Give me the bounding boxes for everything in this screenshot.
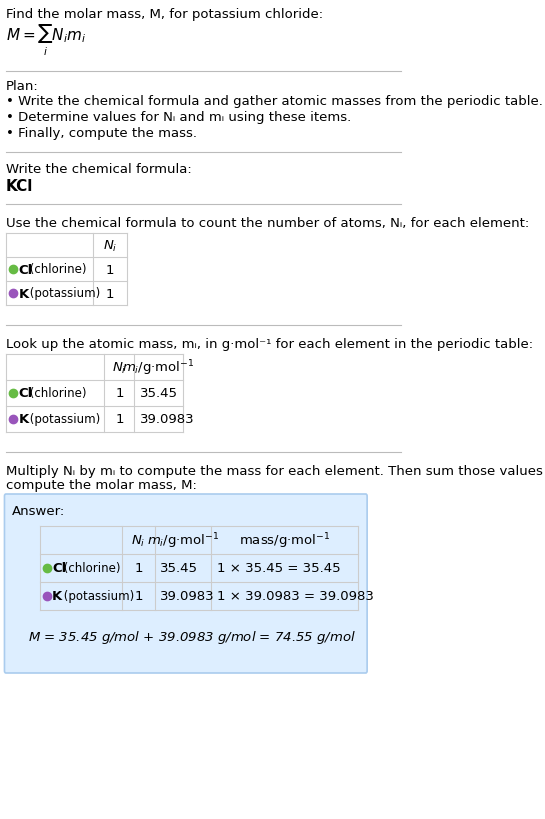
Text: $M$ = 35.45 g/mol + 39.0983 g/mol = 74.55 g/mol: $M$ = 35.45 g/mol + 39.0983 g/mol = 74.5… (28, 628, 356, 645)
Text: Cl: Cl (19, 387, 33, 400)
Text: K: K (19, 287, 29, 300)
Text: Find the molar mass, M, for potassium chloride:: Find the molar mass, M, for potassium ch… (6, 8, 323, 21)
Text: Cl: Cl (52, 562, 66, 575)
Text: Look up the atomic mass, mᵢ, in g·mol⁻¹ for each element in the periodic table:: Look up the atomic mass, mᵢ, in g·mol⁻¹ … (6, 337, 533, 351)
Text: (potassium): (potassium) (26, 413, 100, 426)
Text: 35.45: 35.45 (160, 562, 198, 575)
Text: Answer:: Answer: (12, 505, 65, 518)
Text: • Write the chemical formula and gather atomic masses from the periodic table.: • Write the chemical formula and gather … (6, 95, 543, 108)
Text: $M = \sum_i N_i m_i$: $M = \sum_i N_i m_i$ (6, 24, 86, 58)
Text: K: K (52, 590, 63, 603)
Text: 1: 1 (115, 387, 124, 400)
Text: Multiply Nᵢ by mᵢ to compute the mass for each element. Then sum those values to: Multiply Nᵢ by mᵢ to compute the mass fo… (6, 464, 545, 477)
Text: 39.0983: 39.0983 (140, 413, 195, 426)
Text: 1: 1 (115, 413, 124, 426)
Text: (chlorine): (chlorine) (26, 387, 87, 400)
Text: (potassium): (potassium) (26, 287, 100, 300)
Text: $m_i$/g·mol$^{-1}$: $m_i$/g·mol$^{-1}$ (147, 531, 220, 550)
Text: Cl: Cl (19, 263, 33, 276)
Text: $N_i$: $N_i$ (112, 360, 126, 375)
Text: 39.0983: 39.0983 (160, 590, 214, 603)
Text: 1 × 39.0983 = 39.0983: 1 × 39.0983 = 39.0983 (217, 590, 374, 603)
Text: $N_i$: $N_i$ (131, 533, 146, 548)
Text: 1: 1 (106, 263, 114, 276)
Text: • Determine values for Nᵢ and mᵢ using these items.: • Determine values for Nᵢ and mᵢ using t… (6, 111, 351, 124)
Text: compute the molar mass, M:: compute the molar mass, M: (6, 478, 197, 491)
Text: 1: 1 (134, 562, 143, 575)
Text: Write the chemical formula:: Write the chemical formula: (6, 163, 192, 176)
Text: Plan:: Plan: (6, 80, 39, 93)
Text: (potassium): (potassium) (60, 590, 134, 603)
Text: mass/g·mol$^{-1}$: mass/g·mol$^{-1}$ (239, 531, 330, 550)
Text: KCl: KCl (6, 179, 33, 194)
Text: (chlorine): (chlorine) (26, 263, 87, 276)
Text: • Finally, compute the mass.: • Finally, compute the mass. (6, 127, 197, 140)
Text: K: K (19, 413, 29, 426)
Text: 35.45: 35.45 (140, 387, 178, 400)
Text: (chlorine): (chlorine) (60, 562, 120, 575)
Text: 1: 1 (106, 287, 114, 300)
Text: Use the chemical formula to count the number of atoms, Nᵢ, for each element:: Use the chemical formula to count the nu… (6, 217, 529, 229)
FancyBboxPatch shape (4, 495, 367, 673)
Text: $N_i$: $N_i$ (103, 238, 117, 253)
Text: $m_i$/g·mol$^{-1}$: $m_i$/g·mol$^{-1}$ (122, 358, 195, 378)
Text: 1: 1 (134, 590, 143, 603)
Text: 1 × 35.45 = 35.45: 1 × 35.45 = 35.45 (217, 562, 341, 575)
